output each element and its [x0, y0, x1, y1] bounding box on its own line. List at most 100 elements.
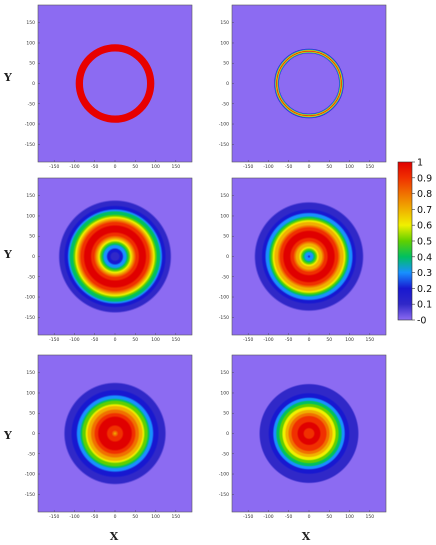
x-tick-label: 50 [326, 514, 332, 520]
y-tick-label: -100 [219, 295, 229, 301]
x-tick-label: -150 [49, 337, 59, 343]
field-disk [238, 185, 380, 328]
field-disk [44, 362, 186, 505]
panel-row1-right: -150 -100 -50 0 50 100 150 150 100 50 0 -50 -100 -150 [219, 4, 387, 170]
ring-band [276, 50, 342, 117]
y-tick-label: 150 [26, 370, 35, 376]
y-tick-label: -50 [222, 451, 229, 457]
x-tick-label: 100 [345, 164, 354, 170]
colorbar-tick-label: -0 [417, 316, 426, 327]
y-tick-label: -100 [219, 472, 229, 478]
colorbar-tick-label: 0.7 [417, 205, 432, 216]
x-tick-label: 50 [132, 337, 138, 343]
y-tick-label: -50 [28, 451, 35, 457]
x-tick-label: 50 [132, 164, 138, 170]
ticks: -150 -100 -50 0 50 100 150 150 100 50 0 -50 -100 -150 [219, 193, 374, 343]
y-tick-label: -150 [25, 142, 35, 148]
y-tick-label: -150 [219, 315, 229, 321]
ticks: -150 -100 -50 0 50 100 150 150 100 50 0 -50 -100 -150 [25, 193, 180, 343]
x-tick-label: 150 [171, 337, 180, 343]
y-tick-label: 0 [32, 431, 35, 437]
x-tick-label: -100 [263, 337, 273, 343]
panel-row2-right: -150 -100 -50 0 50 100 150 150 100 50 0 -50 -100 -150 [219, 177, 387, 343]
y-tick-label: 0 [226, 254, 229, 260]
ring-band [275, 49, 343, 118]
colorbar: 1 0.9 0.8 0.7 0.6 0.5 0.4 0.3 0.2 0.1 -0 [397, 158, 432, 327]
y-tick-label: 50 [29, 234, 35, 240]
colorbar-tick-label: 0.4 [417, 252, 432, 263]
x-tick-label: -150 [243, 514, 253, 520]
colorbar-tick-label: 0.3 [417, 268, 432, 279]
ring [75, 44, 155, 123]
x-tick-label: -100 [69, 514, 79, 520]
panel-row2-left: -150 -100 -50 0 50 100 150 150 100 50 0 -50 -100 -150 [25, 177, 193, 343]
y-tick-label: 100 [26, 390, 35, 396]
ring-band [277, 51, 341, 116]
x-tick-label: 100 [345, 514, 354, 520]
x-tick-label: 150 [365, 337, 374, 343]
x-tick-label: 150 [365, 164, 374, 170]
x-tick-label: 0 [114, 164, 117, 170]
x-tick-label: -50 [91, 514, 98, 520]
panel-frame [37, 4, 193, 163]
colorbar-tick-label: 0.5 [417, 237, 432, 248]
panel-row1-left: -150 -100 -50 0 50 100 150 150 100 50 0 -50 -100 -150 [25, 4, 193, 170]
x-tick-label: -100 [263, 514, 273, 520]
y-tick-label: 150 [26, 193, 35, 199]
x-tick-label: 150 [171, 514, 180, 520]
x-axis-label: X [302, 530, 311, 543]
y-axis-label: Y [3, 248, 12, 261]
y-tick-label: 50 [223, 61, 229, 67]
ring-band [276, 51, 342, 116]
x-tick-label: -150 [243, 164, 253, 170]
x-tick-label: 50 [132, 514, 138, 520]
y-tick-label: -100 [219, 122, 229, 128]
colorbar-tick-label: 0.9 [417, 173, 432, 184]
y-tick-label: 50 [223, 234, 229, 240]
ring-band [277, 52, 341, 115]
colorbar-tick-label: 0.6 [417, 221, 432, 232]
field-disk [44, 185, 186, 328]
x-tick-label: -50 [91, 164, 98, 170]
x-tick-label: -50 [285, 164, 292, 170]
colorbar-bar [397, 161, 413, 321]
x-tick-label: -150 [49, 164, 59, 170]
colorbar-tick-label: 0.1 [417, 300, 432, 311]
x-tick-label: 0 [114, 337, 117, 343]
y-tick-label: -50 [222, 274, 229, 280]
x-tick-label: 150 [171, 164, 180, 170]
x-tick-label: -150 [49, 514, 59, 520]
y-tick-label: 100 [220, 390, 229, 396]
y-tick-label: -100 [25, 122, 35, 128]
ring-band [274, 48, 344, 119]
ring-band [274, 49, 344, 118]
ticks: -150 -100 -50 0 50 100 150 150 100 50 0 -50 -100 -150 [25, 370, 180, 520]
x-tick-label: -150 [243, 337, 253, 343]
colorbar-tick-label: 1 [417, 158, 423, 169]
y-tick-label: -50 [28, 274, 35, 280]
x-tick-label: -100 [69, 337, 79, 343]
ring-band [277, 51, 341, 116]
y-tick-label: -50 [28, 101, 35, 107]
x-tick-label: -50 [91, 337, 98, 343]
y-tick-label: -100 [25, 295, 35, 301]
y-tick-label: 100 [220, 40, 229, 46]
y-tick-label: -150 [219, 142, 229, 148]
y-tick-label: 50 [223, 411, 229, 417]
y-tick-label: 0 [226, 431, 229, 437]
colorbar-tick-label: 0.2 [417, 284, 432, 295]
x-tick-label: 0 [308, 337, 311, 343]
y-tick-label: 50 [29, 61, 35, 67]
y-tick-label: 150 [220, 193, 229, 199]
ring-band [278, 52, 340, 115]
x-tick-label: 50 [326, 337, 332, 343]
y-tick-label: 0 [32, 81, 35, 87]
x-tick-label: 100 [345, 337, 354, 343]
x-tick-label: 100 [151, 164, 160, 170]
panel-frame [231, 4, 387, 163]
colorbar-tick-label: 0.8 [417, 189, 432, 200]
x-tick-label: 150 [365, 514, 374, 520]
x-axis-label: X [110, 530, 119, 543]
x-tick-label: 0 [308, 514, 311, 520]
y-tick-label: -150 [219, 492, 229, 498]
